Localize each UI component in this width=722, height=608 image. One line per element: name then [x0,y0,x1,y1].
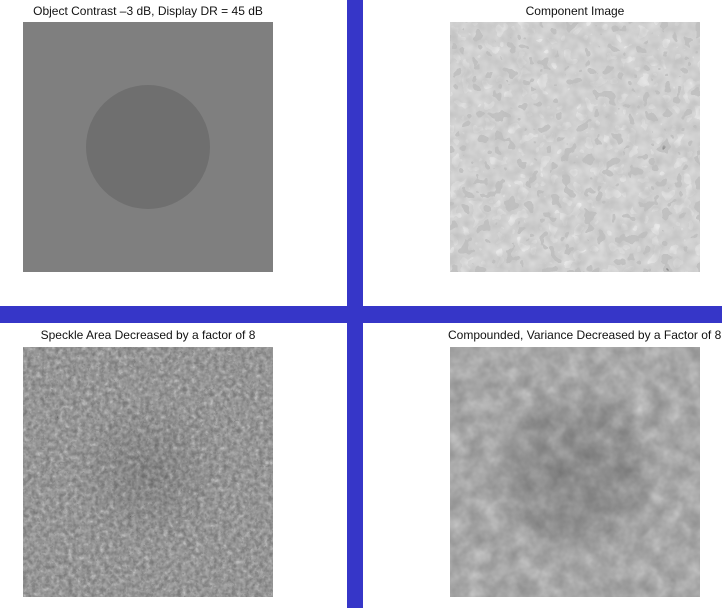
component-speckle [450,22,700,272]
compounded-image [450,347,700,597]
panel-title-component-image: Component Image [525,4,625,18]
object-contrast-image [23,22,273,272]
speckle-area-svg [23,347,273,597]
component-speckle-image [450,22,700,272]
speckle-area-image [23,347,273,597]
panel-title-speckle-area: Speckle Area Decreased by a factor of 8 [40,328,256,342]
panel-title-compounded: Compounded, Variance Decreased by a Fact… [448,328,722,342]
compounded-svg [450,347,700,597]
lesion-circle [86,85,210,209]
vertical-divider [347,0,363,608]
phantom-svg [23,22,273,272]
panel-title-object-contrast: Object Contrast –3 dB, Display DR = 45 d… [33,4,263,18]
horizontal-divider [0,306,722,323]
component-svg [450,22,700,272]
compounded-lesion-shade [450,347,700,597]
speckle-area-lesion-shade [23,347,273,597]
